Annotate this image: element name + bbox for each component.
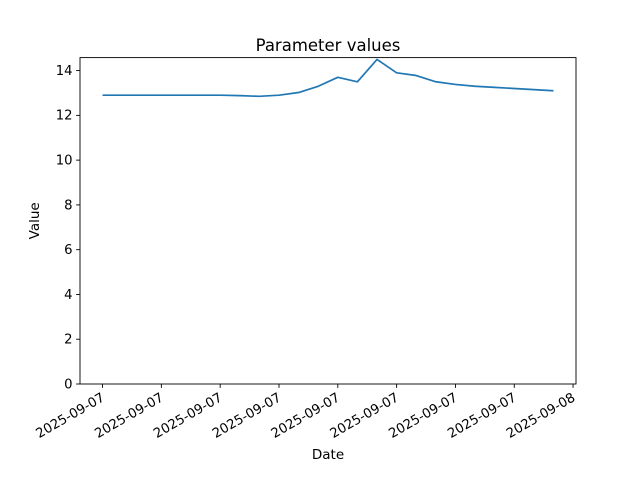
x-axis-label: Date [312,447,344,463]
chart-title: Parameter values [256,36,401,55]
axes-spines [79,57,577,385]
y-tick-label: 0 [64,377,72,392]
y-tick-label: 8 [64,198,72,213]
y-tick-label: 14 [56,64,73,79]
plot-area: 024681012142025-09-072025-09-072025-09-0… [34,57,578,442]
y-tick-label: 4 [64,288,72,303]
y-axis-label: Value [27,202,43,239]
y-tick-label: 6 [64,243,72,258]
data-line-parameter-values [102,58,554,98]
y-tick-label: 10 [56,153,73,168]
y-tick-label: 12 [56,109,73,124]
y-tick-label: 2 [64,333,72,348]
